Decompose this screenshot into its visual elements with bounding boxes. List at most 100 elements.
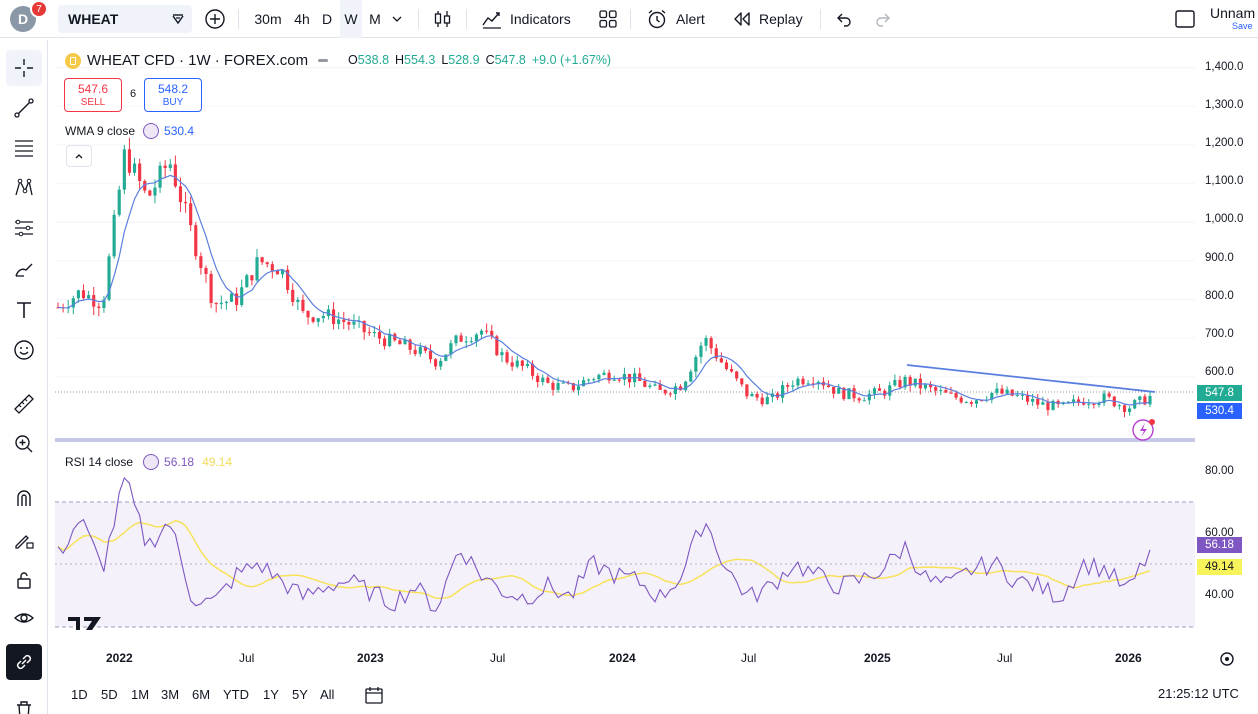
symbol-title: WHEAT CFD · 1W · FOREX.com xyxy=(87,52,309,69)
lock-drawings-tool[interactable] xyxy=(6,522,42,558)
buy-button[interactable]: 548.2 BUY xyxy=(144,78,202,112)
candle-body xyxy=(923,384,928,389)
sell-button[interactable]: 547.6 SELL xyxy=(64,78,122,112)
range-5y[interactable]: 5Y xyxy=(292,687,308,702)
symbol-legend[interactable]: WHEAT CFD · 1W · FOREX.com xyxy=(65,52,329,69)
range-1m[interactable]: 1M xyxy=(131,687,150,702)
lock-tool[interactable] xyxy=(6,562,42,598)
candle-body xyxy=(714,348,718,359)
rsi-tag: 56.18 xyxy=(1197,537,1242,553)
brush-tool[interactable] xyxy=(6,252,42,288)
interval-w[interactable]: W xyxy=(340,0,362,38)
candle-body xyxy=(1087,403,1091,405)
text-tool[interactable] xyxy=(6,292,42,328)
price-tick: 1,100.0 xyxy=(1205,175,1244,187)
sync-icon[interactable] xyxy=(143,123,160,139)
rsi-ma-line xyxy=(57,519,1151,599)
candle-body xyxy=(689,371,693,382)
compare-icon[interactable] xyxy=(170,11,186,27)
rsi-tick: 80.00 xyxy=(1205,465,1234,477)
range-1y[interactable]: 1Y xyxy=(263,687,279,702)
pattern-tool[interactable] xyxy=(6,170,42,206)
candle-body xyxy=(331,309,336,325)
candle-body xyxy=(490,330,494,337)
utc-clock[interactable]: 21:25:12 UTC xyxy=(1158,686,1239,701)
measure-tool[interactable] xyxy=(6,386,42,422)
candle-body xyxy=(87,295,91,299)
candle-body xyxy=(852,388,856,399)
candle-body xyxy=(260,257,264,263)
sync-icon[interactable] xyxy=(143,454,160,470)
candle-body xyxy=(183,202,188,204)
candle-body xyxy=(1102,393,1106,404)
candle-body xyxy=(1025,394,1030,402)
zoom-tool[interactable] xyxy=(6,426,42,462)
symbol-search[interactable]: WHEAT xyxy=(58,5,192,33)
candles-icon xyxy=(434,11,451,27)
low-value: 528.9 xyxy=(448,53,480,67)
candle-body xyxy=(81,290,86,299)
candle-body xyxy=(189,203,193,226)
candle-body xyxy=(587,379,591,381)
interval-d[interactable]: D xyxy=(317,0,337,38)
candle-body xyxy=(1097,403,1101,405)
zoom-in-icon xyxy=(15,435,33,453)
indicators-button[interactable]: Indicators xyxy=(480,0,571,38)
candle-body xyxy=(199,256,203,268)
trendline-drawing[interactable] xyxy=(906,364,1156,393)
candle-body xyxy=(546,377,550,383)
interval-dropdown[interactable] xyxy=(390,0,404,38)
candle-body xyxy=(97,306,101,308)
layout-toggle[interactable] xyxy=(1174,0,1196,38)
range-ytd[interactable]: YTD xyxy=(223,687,249,702)
wma-legend[interactable]: WMA 9 close 530.4 xyxy=(65,123,194,139)
candle-body xyxy=(194,225,198,257)
candle-body xyxy=(821,381,825,386)
hide-drawings-tool[interactable] xyxy=(6,600,42,636)
interval-30m[interactable]: 30m xyxy=(250,0,286,38)
lightning-icon[interactable] xyxy=(1132,419,1155,441)
replay-button[interactable]: Replay xyxy=(731,0,803,38)
redo-button[interactable] xyxy=(873,0,893,38)
candle-body xyxy=(61,307,65,309)
layout-name[interactable]: Unnam xyxy=(1210,5,1256,21)
goto-date-button[interactable] xyxy=(363,684,385,709)
rsi-legend[interactable]: RSI 14 close 56.18 49.14 xyxy=(65,454,232,470)
interval-m[interactable]: M xyxy=(364,0,386,38)
trendline-tool[interactable] xyxy=(6,90,42,126)
link-tool[interactable] xyxy=(6,644,42,680)
candle-body xyxy=(102,299,106,308)
settings-gear-icon[interactable] xyxy=(1220,652,1234,666)
range-all[interactable]: All xyxy=(320,687,335,702)
forecast-tool[interactable] xyxy=(6,210,42,246)
candle-body xyxy=(122,149,126,190)
add-symbol-button[interactable] xyxy=(203,0,227,38)
chart-type-button[interactable] xyxy=(432,0,454,38)
collapse-legend-button[interactable] xyxy=(66,145,92,167)
ohlc-values: O538.8 H554.3 L528.9 C547.8 +9.0 (+1.67%… xyxy=(348,53,611,67)
symbol-dot-icon xyxy=(65,52,81,69)
candle-body xyxy=(158,165,162,188)
undo-button[interactable] xyxy=(834,0,854,38)
candle-body xyxy=(709,338,713,349)
price-tick: 1,400.0 xyxy=(1205,61,1244,73)
alert-button[interactable]: Alert xyxy=(645,0,705,38)
crosshair-tool[interactable] xyxy=(6,50,42,86)
candle-body xyxy=(985,399,989,401)
candle-body xyxy=(1133,400,1137,409)
save-label[interactable]: Save xyxy=(1232,21,1253,31)
fib-tool[interactable] xyxy=(6,130,42,166)
range-5d[interactable]: 5D xyxy=(101,687,118,702)
candle-body xyxy=(908,376,912,386)
separator xyxy=(820,9,821,29)
range-1d[interactable]: 1D xyxy=(71,687,88,702)
interval-4h[interactable]: 4h xyxy=(289,0,315,38)
layouts-button[interactable] xyxy=(597,0,619,38)
remove-tool[interactable] xyxy=(6,692,42,714)
change-value: +9.0 (+1.67%) xyxy=(531,53,612,67)
range-3m[interactable]: 3M xyxy=(161,687,180,702)
magnet-tool[interactable] xyxy=(6,480,42,516)
emoji-tool[interactable] xyxy=(6,332,42,368)
range-6m[interactable]: 6M xyxy=(192,687,211,702)
candles-layer xyxy=(56,137,1152,418)
